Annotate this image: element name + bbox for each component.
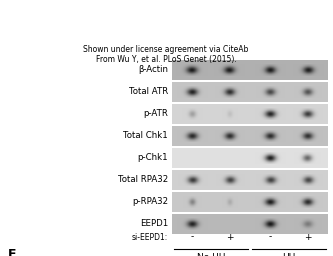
Text: From Wu Y, et al. PLoS Genet (2015).: From Wu Y, et al. PLoS Genet (2015). bbox=[96, 55, 236, 64]
Text: p-RPA32: p-RPA32 bbox=[132, 197, 168, 207]
Bar bbox=[172, 104, 328, 124]
Text: HU: HU bbox=[282, 253, 296, 256]
Bar bbox=[172, 126, 328, 146]
Text: No HU: No HU bbox=[197, 253, 225, 256]
Text: β-Actin: β-Actin bbox=[138, 66, 168, 74]
Text: +: + bbox=[226, 232, 233, 241]
Bar bbox=[172, 192, 328, 212]
Text: si-EEPD1:: si-EEPD1: bbox=[132, 232, 168, 241]
Bar bbox=[172, 82, 328, 102]
Text: F: F bbox=[8, 248, 17, 256]
Text: Total ATR: Total ATR bbox=[129, 88, 168, 97]
Text: Total Chk1: Total Chk1 bbox=[123, 132, 168, 141]
Text: Shown under license agreement via CiteAb: Shown under license agreement via CiteAb bbox=[83, 45, 249, 54]
Bar bbox=[172, 214, 328, 234]
Bar bbox=[172, 60, 328, 80]
Text: -: - bbox=[269, 232, 272, 241]
Text: -: - bbox=[191, 232, 194, 241]
Text: EEPD1: EEPD1 bbox=[140, 219, 168, 229]
Bar bbox=[172, 148, 328, 168]
Text: p-Chk1: p-Chk1 bbox=[138, 154, 168, 163]
Text: +: + bbox=[304, 232, 311, 241]
Text: p-ATR: p-ATR bbox=[143, 110, 168, 119]
Text: Total RPA32: Total RPA32 bbox=[118, 176, 168, 185]
Bar bbox=[172, 170, 328, 190]
